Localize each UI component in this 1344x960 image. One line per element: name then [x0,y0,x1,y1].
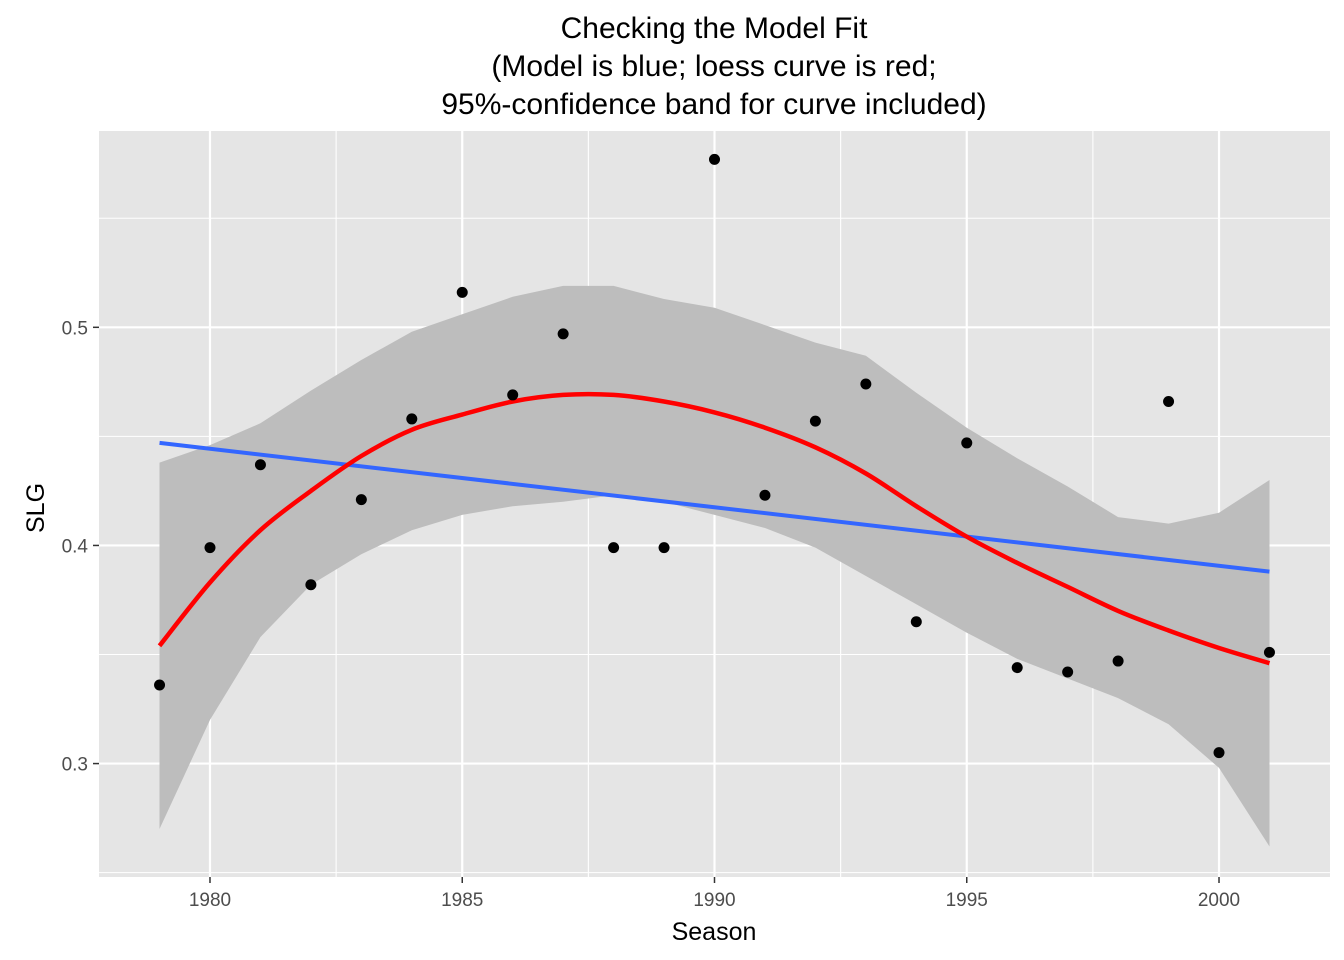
data-point [961,437,973,449]
data-point [254,459,266,471]
data-point [1112,655,1124,667]
data-point [305,579,317,591]
data-point [154,679,166,691]
loess-curve [157,391,1271,666]
y-axis-title: SLG [22,483,50,533]
x-tick-label: 1990 [693,890,735,911]
data-point [860,378,872,390]
data-point [507,389,519,401]
data-point [1163,395,1175,407]
y-axis: 0.3 0.4 0.5 [62,318,99,776]
x-tick-label: 1980 [189,890,231,911]
data-points [154,153,1275,759]
chart-title-line-3: 95%-confidence band for curve included) [441,88,986,121]
x-tick-label: 1985 [441,890,483,911]
data-point [456,286,468,298]
y-tick-label: 0.4 [62,536,89,557]
x-axis-title: Season [672,918,757,946]
chart-title-line-2: (Model is blue; loess curve is red; [491,50,936,83]
data-point [355,494,367,506]
data-point [658,542,670,554]
x-axis: 1980 1985 1990 1995 2000 [189,877,1240,911]
data-point [759,489,771,501]
data-point [1011,662,1023,674]
data-point [709,153,720,165]
data-point [1263,646,1275,658]
data-point [406,413,418,425]
x-tick-label: 1995 [946,890,988,911]
x-tick-label: 2000 [1198,890,1240,911]
data-point [1062,666,1074,678]
chart-title-line-1: Checking the Model Fit [561,12,868,45]
data-point [557,328,569,340]
y-tick-label: 0.5 [62,318,88,339]
confidence-band [159,285,1270,847]
y-tick-label: 0.3 [62,755,88,776]
data-point [204,542,216,554]
data-point [1213,747,1225,759]
data-point [608,542,620,554]
data-point [910,616,922,628]
data-point [809,415,821,427]
